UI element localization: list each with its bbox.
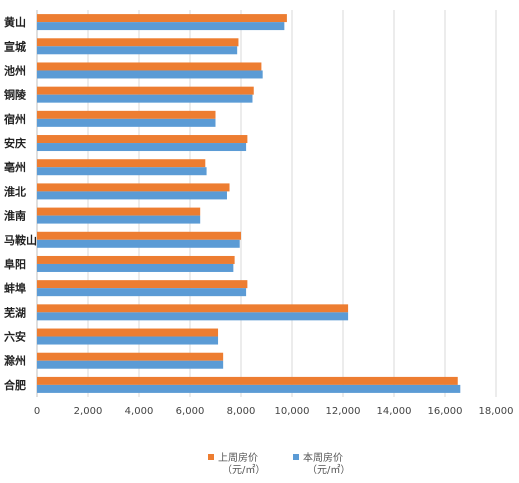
bar-last-week [37,376,458,385]
legend-swatch [208,454,214,460]
category-label: 铜陵 [3,88,27,102]
bar-this-week [37,191,227,200]
bar-last-week [37,255,235,264]
x-tick-label: 12,000 [326,406,361,417]
bar-this-week [37,360,224,369]
legend-series-name: 上周房价 [218,451,258,464]
legend-series-name: 本周房价 [303,451,343,464]
category-label: 合肥 [4,378,26,392]
x-tick-label: 2,000 [74,406,103,417]
category-label: 蚌埠 [4,281,26,295]
bar-last-week [37,38,239,47]
x-tick-label: 18,000 [479,406,514,417]
x-tick-label: 14,000 [377,406,412,417]
bar-this-week [37,312,349,321]
x-tick-label: 0 [34,406,40,417]
bar-last-week [37,328,219,337]
category-label: 安庆 [4,136,26,150]
legend-unit: （元/㎡） [307,464,350,476]
bar-last-week [37,14,287,23]
category-label: 黄山 [4,15,26,29]
legend-swatch [293,454,299,460]
category-label: 芜湖 [4,305,26,319]
bar-last-week [37,159,206,168]
category-label: 池州 [4,63,26,77]
category-label: 淮北 [4,184,26,198]
bar-this-week [37,167,207,176]
bar-this-week [37,118,216,127]
bar-last-week [37,207,201,216]
x-tick-label: 10,000 [275,406,310,417]
bar-this-week [37,239,240,248]
bar-this-week [37,94,253,103]
category-label: 阜阳 [4,257,26,271]
bar-this-week [37,143,247,152]
x-tick-labels: 0 2,000 4,000 6,000 8,000 10,000 12,000 14,000 1… [34,406,514,417]
x-tick-label: 8,000 [227,406,256,417]
bar-last-week [37,86,254,95]
bar-last-week [37,110,216,119]
bar-last-week [37,280,248,289]
bar-last-week [37,183,230,192]
bar-last-week [37,352,224,361]
x-tick-label: 4,000 [125,406,154,417]
x-tick-label: 6,000 [176,406,205,417]
bars [37,14,461,393]
bar-this-week [37,384,461,393]
legend: 上周房价（元/㎡）本周房价（元/㎡） [208,451,350,476]
category-label: 马鞍山 [4,233,37,247]
bar-this-week [37,215,201,224]
bar-last-week [37,231,241,240]
category-label: 亳州 [4,160,26,174]
bar-last-week [37,135,248,144]
category-label: 滁州 [4,354,26,368]
category-label: 宣城 [4,39,26,53]
bar-this-week [37,46,238,55]
category-label: 宿州 [4,112,26,126]
bar-this-week [37,336,219,345]
x-tick-label: 16,000 [428,406,463,417]
bar-last-week [37,304,349,313]
bar-this-week [37,22,285,31]
legend-unit: （元/㎡） [222,464,265,476]
bar-this-week [37,288,247,297]
category-label: 淮南 [4,209,26,223]
category-label: 六安 [4,330,26,344]
bar-this-week [37,263,234,272]
bar-last-week [37,62,262,71]
bar-this-week [37,70,263,79]
